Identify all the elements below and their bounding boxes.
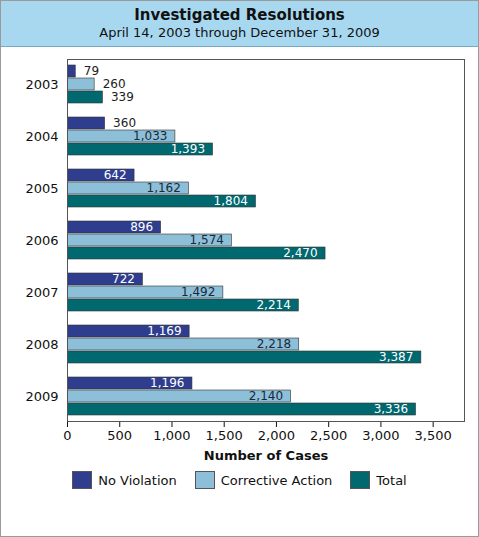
svg-text:722: 722 (112, 272, 135, 286)
svg-text:1,169: 1,169 (147, 324, 181, 338)
svg-text:339: 339 (111, 90, 134, 104)
svg-text:Number of Cases: Number of Cases (204, 448, 329, 463)
svg-text:1,804: 1,804 (214, 194, 248, 208)
svg-text:2007: 2007 (25, 285, 58, 300)
svg-text:2009: 2009 (25, 389, 58, 404)
svg-text:2004: 2004 (25, 129, 58, 144)
svg-text:896: 896 (130, 220, 153, 234)
html-text:No Violation: No Violation (98, 472, 177, 488)
svg-text:1,000: 1,000 (153, 428, 190, 443)
svg-text:260: 260 (103, 77, 126, 91)
svg-text:1,492: 1,492 (181, 285, 215, 299)
svg-text:1,393: 1,393 (171, 142, 205, 156)
svg-text:0: 0 (63, 428, 71, 443)
svg-text:2,500: 2,500 (310, 428, 347, 443)
svg-text:2,214: 2,214 (256, 298, 290, 312)
svg-text:1,162: 1,162 (147, 181, 181, 195)
svg-text:2005: 2005 (25, 181, 58, 196)
html-text:April 14, 2003 through Decembe: April 14, 2003 through December 31, 2009 (99, 25, 380, 40)
svg-text:3,387: 3,387 (379, 350, 413, 364)
svg-text:3,500: 3,500 (415, 428, 452, 443)
svg-text:1,574: 1,574 (190, 233, 224, 247)
svg-text:360: 360 (113, 116, 136, 130)
svg-text:2006: 2006 (25, 233, 58, 248)
svg-text:79: 79 (84, 64, 99, 78)
svg-text:2003: 2003 (25, 77, 58, 92)
svg-text:3,336: 3,336 (374, 402, 408, 416)
svg-text:2,000: 2,000 (258, 428, 295, 443)
svg-text:1,500: 1,500 (206, 428, 243, 443)
svg-text:3,000: 3,000 (362, 428, 399, 443)
html-text:Investigated Resolutions: Investigated Resolutions (134, 6, 345, 24)
svg-text:2,470: 2,470 (283, 246, 317, 260)
svg-text:500: 500 (107, 428, 132, 443)
svg-text:642: 642 (104, 168, 127, 182)
svg-text:2008: 2008 (25, 337, 58, 352)
html-text:Corrective Action: Corrective Action (220, 472, 333, 488)
svg-text:2,218: 2,218 (257, 337, 291, 351)
svg-text:1,196: 1,196 (150, 376, 184, 390)
svg-text:1,033: 1,033 (133, 129, 167, 143)
html-text:Total: Total (376, 472, 407, 488)
svg-text:2,140: 2,140 (249, 389, 283, 403)
